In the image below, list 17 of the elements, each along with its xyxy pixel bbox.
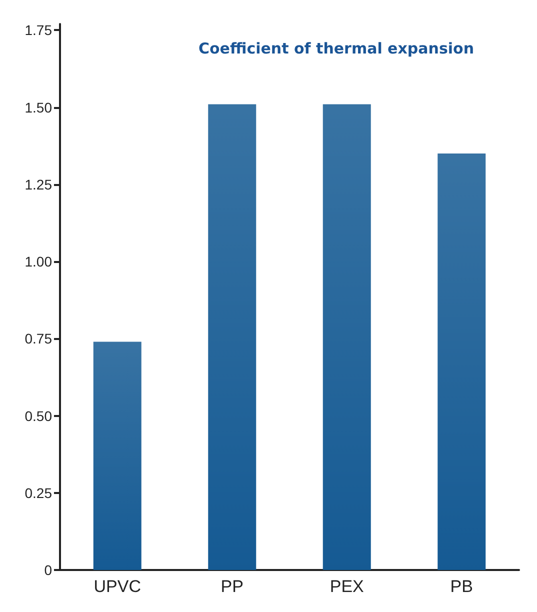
- y-tick-label: 0.75: [24, 330, 52, 347]
- y-tick-label: 1.00: [24, 254, 52, 270]
- x-tick-label: PEX: [330, 577, 364, 596]
- bar: [438, 154, 486, 570]
- y-tick-label: 1.50: [24, 99, 52, 116]
- y-tick-label: 1.25: [24, 176, 52, 192]
- bar: [208, 104, 256, 570]
- x-tick-label: UPVC: [94, 577, 141, 596]
- x-tick-label: PB: [450, 577, 473, 596]
- bar: [93, 342, 142, 570]
- x-tick-label: PP: [220, 577, 244, 596]
- text: Coefficient of thermal expansion: [198, 40, 474, 58]
- bar: [322, 104, 371, 570]
- y-tick-label: 1.75: [24, 22, 52, 38]
- y-tick-label: 0.25: [24, 484, 52, 501]
- y-tick-label: 0.50: [24, 408, 52, 424]
- y-tick-label: 0: [44, 562, 52, 578]
